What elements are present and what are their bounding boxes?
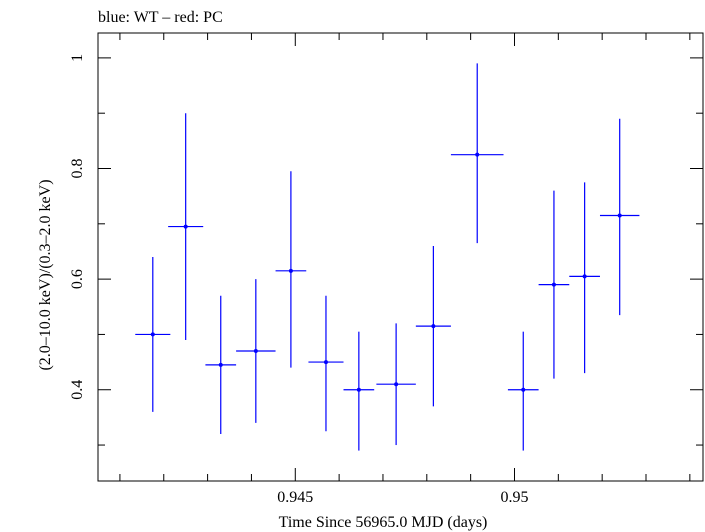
data-point — [507, 331, 539, 451]
point-marker — [253, 349, 258, 354]
point-marker — [617, 213, 622, 218]
data-point — [569, 182, 600, 374]
axis-ticks: 0.945 0.95 0.4 0.6 0.8 1 — [69, 33, 703, 506]
point-marker — [288, 268, 293, 273]
point-marker — [394, 382, 399, 387]
data-point — [236, 279, 276, 423]
y-tick-label: 1 — [69, 54, 86, 62]
point-marker — [431, 324, 436, 329]
point-marker — [582, 274, 587, 279]
point-marker — [551, 282, 556, 287]
data-point — [205, 295, 237, 434]
point-marker — [150, 332, 155, 337]
data-point — [308, 295, 344, 432]
y-tick-label: 0.4 — [69, 380, 86, 400]
plot-frame — [97, 32, 704, 482]
y-tick-label: 0.8 — [69, 159, 86, 179]
data-point — [415, 245, 451, 407]
data-point — [168, 113, 204, 340]
data-point — [538, 190, 570, 379]
y-tick-label: 0.6 — [69, 269, 86, 289]
data-point — [450, 63, 504, 244]
data-point — [376, 323, 416, 446]
x-tick-label: 0.95 — [500, 489, 528, 506]
data-point — [275, 171, 307, 368]
data-point — [343, 331, 375, 451]
y-axis-label: (2.0–10.0 keV)/(0.3–2.0 keV) — [37, 179, 54, 370]
chart-title: blue: WT – red: PC — [98, 9, 223, 26]
x-axis-label: Time Since 56965.0 MJD (days) — [279, 514, 488, 531]
data-point — [599, 118, 640, 316]
point-marker — [323, 360, 328, 365]
data-marks — [135, 63, 640, 451]
point-marker — [183, 224, 188, 229]
point-marker — [521, 387, 526, 392]
x-tick-label: 0.945 — [277, 489, 313, 506]
point-marker — [475, 152, 480, 157]
point-marker — [218, 362, 223, 367]
data-point — [135, 257, 171, 412]
point-marker — [356, 387, 361, 392]
